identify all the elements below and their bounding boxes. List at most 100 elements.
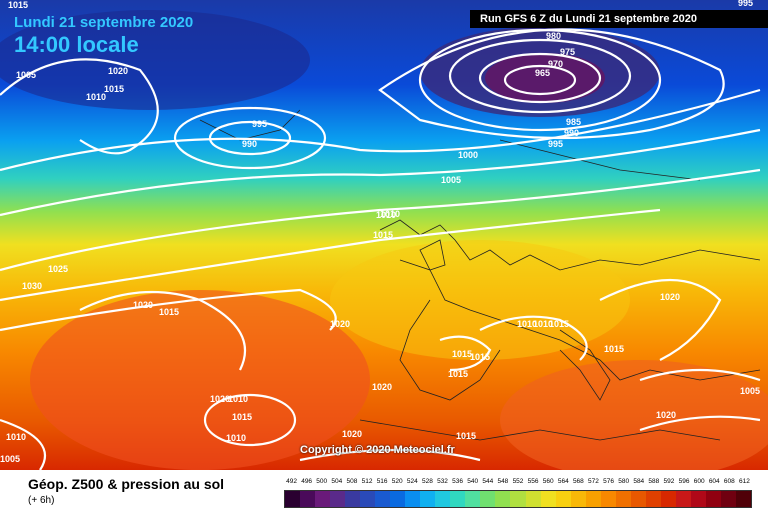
scale-swatch: [660, 491, 676, 507]
scale-label: 596: [678, 478, 690, 485]
scale-swatch: [315, 491, 331, 507]
isobar-label: 1020: [342, 429, 362, 439]
scale-swatch: [390, 491, 406, 507]
isobar-label: 1015: [452, 349, 472, 359]
scale-label: 492: [286, 478, 297, 485]
isobar-label: 1015: [8, 0, 28, 10]
pressure-map-svg: 1015 1005 1010 1015 1020 1010 995 990 98…: [0, 0, 768, 470]
scale-label: 512: [361, 478, 373, 485]
scale-label: 572: [588, 478, 599, 485]
scale-swatch: [300, 491, 316, 507]
isobar-label: 985: [566, 117, 581, 127]
trough-shading: [0, 10, 310, 110]
scale-label: 516: [376, 478, 388, 485]
scale-label: 580: [618, 478, 630, 485]
isobar-label: 1010: [380, 209, 400, 219]
scale-swatch: [435, 491, 451, 507]
isobar-label: 1020: [330, 319, 350, 329]
scale-swatch: [450, 491, 466, 507]
scale-swatch: [570, 491, 586, 507]
scale-swatch: [720, 491, 736, 507]
scale-label: 592: [663, 478, 675, 485]
scale-swatch: [285, 491, 301, 507]
warm-zone-west: [30, 290, 370, 470]
scale-label: 500: [316, 478, 328, 485]
isobar-label: 1020: [210, 394, 230, 404]
isobar-label: 1000: [458, 150, 478, 160]
scale-swatch: [375, 491, 391, 507]
scale-swatch: [405, 491, 421, 507]
scale-label: 496: [301, 478, 313, 485]
scale-swatch: [735, 491, 751, 507]
scale-label: 608: [723, 478, 735, 485]
scale-label: 600: [693, 478, 705, 485]
scale-swatch: [690, 491, 706, 507]
isobar-label: 1015: [104, 84, 124, 94]
color-scale-bar: [284, 490, 752, 508]
forecast-time: 14:00 locale: [14, 32, 139, 57]
isobar-label: 1015: [373, 230, 393, 240]
isobar-label: 1010: [226, 433, 246, 443]
scale-label: 560: [542, 478, 554, 485]
ridge-zone: [330, 240, 630, 360]
scale-label: 548: [497, 478, 509, 485]
scale-label: 528: [421, 478, 433, 485]
isobar-label: 1020: [108, 66, 128, 76]
scale-label: 584: [633, 478, 645, 485]
isobar-label: 1015: [232, 412, 252, 422]
isobar-label: 1015: [159, 307, 179, 317]
scale-label: 552: [512, 478, 524, 485]
scale-label: 532: [437, 478, 448, 485]
scale-swatch: [540, 491, 556, 507]
scale-swatch: [330, 491, 346, 507]
scale-label: 556: [527, 478, 539, 485]
isobar-label: 1005: [0, 454, 20, 464]
isobar-label: 1020: [372, 382, 392, 392]
isobar-label: 1015: [456, 431, 476, 441]
scale-swatch: [555, 491, 571, 507]
isobar-label: 1015: [604, 344, 624, 354]
scale-swatch: [630, 491, 646, 507]
isobar-label: 1005: [740, 386, 760, 396]
warm-zone-east: [500, 360, 768, 470]
color-scale-labels: 492 496 500 504 508 512 516 520 524 528 532 536 540 5…: [284, 478, 752, 488]
scale-swatch: [615, 491, 631, 507]
isobar-label: 1010: [517, 319, 537, 329]
isobar-label: 995: [738, 0, 753, 8]
scale-swatch: [705, 491, 721, 507]
scale-label: 544: [482, 478, 494, 485]
legend-subtitle: (+ 6h): [28, 495, 55, 506]
isobar-label: 970: [548, 59, 563, 69]
scale-swatch: [510, 491, 526, 507]
scale-label: 524: [406, 478, 418, 485]
legend-footer: Géop. Z500 & pression au sol (+ 6h) 492 4…: [0, 470, 768, 512]
isobar-label: 1010: [6, 432, 26, 442]
scale-swatch: [600, 491, 616, 507]
isobar-label: 1015: [470, 352, 490, 362]
isobar-label: 990: [242, 139, 257, 149]
isobar-labels: 1015 1005 1010 1015 1020 1010 995 990 98…: [0, 0, 760, 464]
isobar-label: 1010: [533, 319, 553, 329]
copyright-text: Copyright © 2020 Meteociel.fr: [300, 444, 455, 456]
scale-swatch: [360, 491, 376, 507]
scale-swatch: [345, 491, 361, 507]
scale-swatch: [645, 491, 661, 507]
model-run-label: Run GFS 6 Z du Lundi 21 septembre 2020: [470, 10, 768, 28]
scale-label: 520: [391, 478, 403, 485]
scale-swatch: [465, 491, 481, 507]
scale-label: 568: [572, 478, 584, 485]
scale-swatch: [480, 491, 496, 507]
isobar-label: 1020: [660, 292, 680, 302]
scale-label: 536: [452, 478, 464, 485]
scale-label: 508: [346, 478, 358, 485]
legend-title: Géop. Z500 & pression au sol: [28, 476, 225, 492]
scale-label: 576: [603, 478, 614, 485]
scale-swatch: [420, 491, 436, 507]
scale-swatch: [585, 491, 601, 507]
isobar-label: 1010: [376, 210, 396, 220]
scale-label: 612: [739, 478, 750, 485]
scale-swatch: [675, 491, 691, 507]
scale-swatch: [495, 491, 511, 507]
isobar-label: 995: [548, 139, 563, 149]
isobar-label: 1015: [448, 369, 468, 379]
